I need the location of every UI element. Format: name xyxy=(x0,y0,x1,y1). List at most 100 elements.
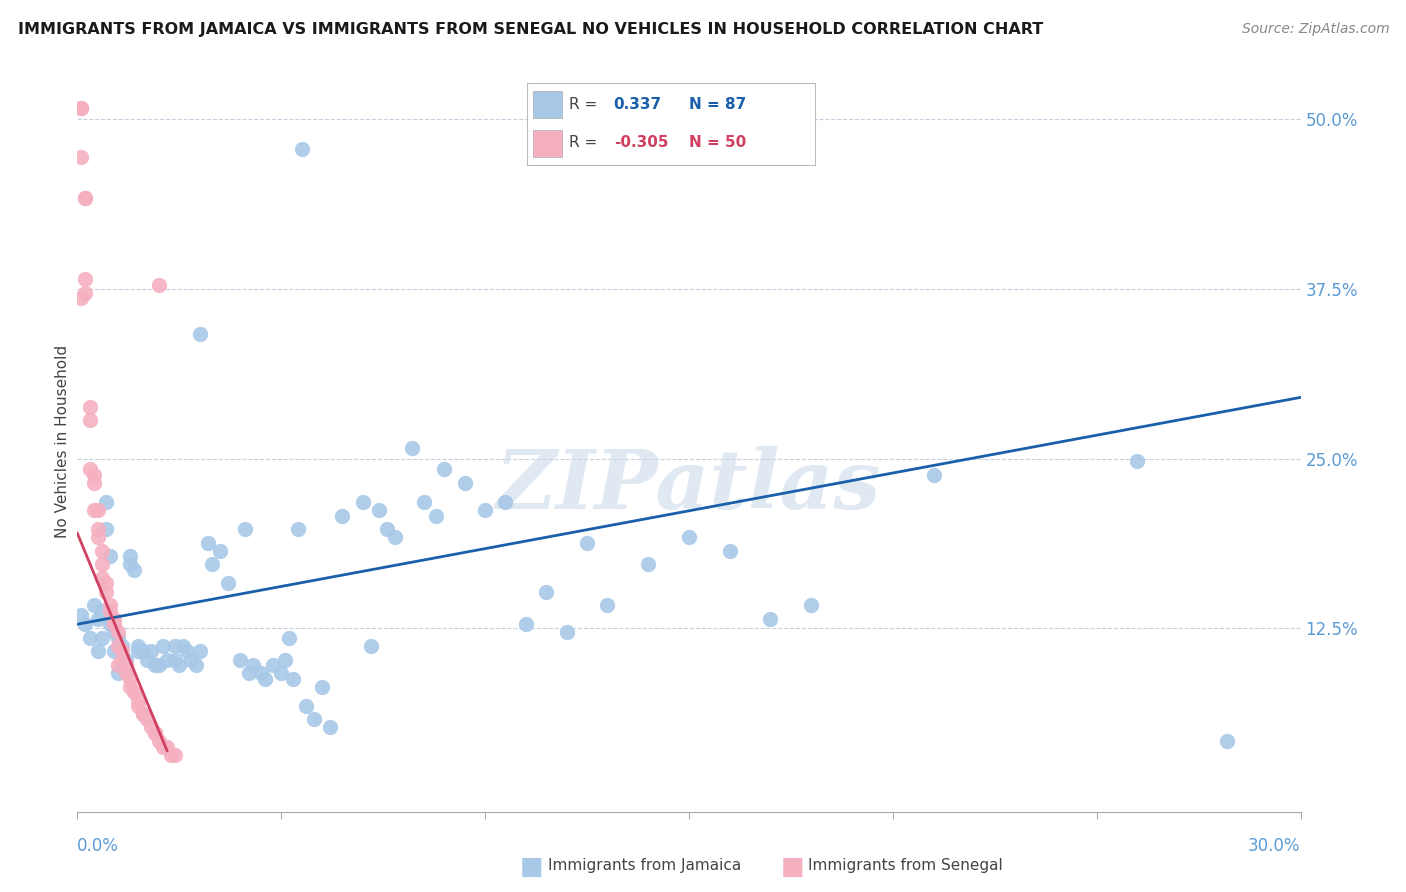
Point xyxy=(83,503,105,517)
Point xyxy=(495,495,517,509)
Point xyxy=(70,101,93,115)
Point xyxy=(115,666,138,681)
Point xyxy=(111,644,134,658)
Point xyxy=(242,658,264,673)
Point xyxy=(120,680,142,694)
Point xyxy=(1216,734,1239,748)
Point xyxy=(596,599,619,613)
Point xyxy=(253,672,276,686)
Point xyxy=(120,558,142,572)
Point xyxy=(201,558,224,572)
Point xyxy=(83,475,105,490)
Point xyxy=(87,530,110,544)
Point xyxy=(115,666,138,681)
Point xyxy=(70,607,93,622)
Point xyxy=(433,462,456,476)
Point xyxy=(233,522,256,536)
Point xyxy=(94,576,117,591)
Point xyxy=(79,413,101,427)
Point xyxy=(135,712,157,726)
Point xyxy=(188,644,211,658)
Point xyxy=(156,739,179,754)
Point xyxy=(79,631,101,645)
Point xyxy=(120,549,142,564)
Point xyxy=(128,698,150,713)
Point xyxy=(103,625,125,640)
Point xyxy=(311,680,333,694)
Point xyxy=(94,495,117,509)
Point xyxy=(94,522,117,536)
Point xyxy=(278,631,301,645)
Point xyxy=(90,631,112,645)
Point xyxy=(131,706,153,721)
Point xyxy=(176,644,198,658)
Point xyxy=(128,639,150,653)
Bar xyxy=(533,129,562,157)
Point xyxy=(454,475,477,490)
Point xyxy=(111,639,134,653)
Text: R =: R = xyxy=(569,97,598,112)
Point xyxy=(718,544,741,558)
Point xyxy=(197,535,219,549)
Point xyxy=(83,467,105,482)
Point xyxy=(75,285,97,300)
Point xyxy=(70,291,93,305)
Point xyxy=(75,191,97,205)
Point xyxy=(188,326,211,341)
Point xyxy=(98,549,121,564)
Point xyxy=(156,652,179,666)
Point xyxy=(111,658,134,673)
Text: R =: R = xyxy=(569,136,598,151)
Point xyxy=(83,599,105,613)
Point xyxy=(229,652,252,666)
Point xyxy=(107,631,129,645)
Point xyxy=(139,644,162,658)
Point xyxy=(515,617,537,632)
Point xyxy=(70,101,93,115)
Point xyxy=(302,712,325,726)
Point xyxy=(360,639,382,653)
Point xyxy=(79,400,101,414)
Point xyxy=(131,644,153,658)
Point xyxy=(107,625,129,640)
Text: Source: ZipAtlas.com: Source: ZipAtlas.com xyxy=(1241,22,1389,37)
Point xyxy=(124,563,146,577)
Point xyxy=(124,685,146,699)
Point xyxy=(352,495,374,509)
Point xyxy=(87,612,110,626)
Point xyxy=(98,604,121,618)
Point xyxy=(103,644,125,658)
Point xyxy=(474,503,496,517)
Text: 0.0%: 0.0% xyxy=(77,837,120,855)
Point xyxy=(87,644,110,658)
Text: N = 50: N = 50 xyxy=(689,136,747,151)
Point xyxy=(75,617,97,632)
Point xyxy=(139,721,162,735)
Point xyxy=(172,639,194,653)
Point xyxy=(555,625,578,640)
Point xyxy=(87,522,110,536)
Point xyxy=(413,495,436,509)
Text: -0.305: -0.305 xyxy=(613,136,668,151)
Point xyxy=(332,508,354,523)
Point xyxy=(143,726,166,740)
Text: Immigrants from Jamaica: Immigrants from Jamaica xyxy=(548,858,741,872)
Point xyxy=(800,599,823,613)
Point xyxy=(70,150,93,164)
Point xyxy=(368,503,391,517)
Point xyxy=(165,639,187,653)
Point xyxy=(128,693,150,707)
Point xyxy=(143,726,166,740)
Text: IMMIGRANTS FROM JAMAICA VS IMMIGRANTS FROM SENEGAL NO VEHICLES IN HOUSEHOLD CORR: IMMIGRANTS FROM JAMAICA VS IMMIGRANTS FR… xyxy=(18,22,1043,37)
Point xyxy=(287,522,309,536)
Point xyxy=(217,576,239,591)
Point xyxy=(576,535,599,549)
Point xyxy=(375,522,398,536)
Text: ZIPatlas: ZIPatlas xyxy=(496,446,882,526)
Point xyxy=(678,530,700,544)
Point xyxy=(637,558,659,572)
Point xyxy=(384,530,406,544)
Point xyxy=(98,617,121,632)
Point xyxy=(209,544,232,558)
Text: Immigrants from Senegal: Immigrants from Senegal xyxy=(808,858,1004,872)
